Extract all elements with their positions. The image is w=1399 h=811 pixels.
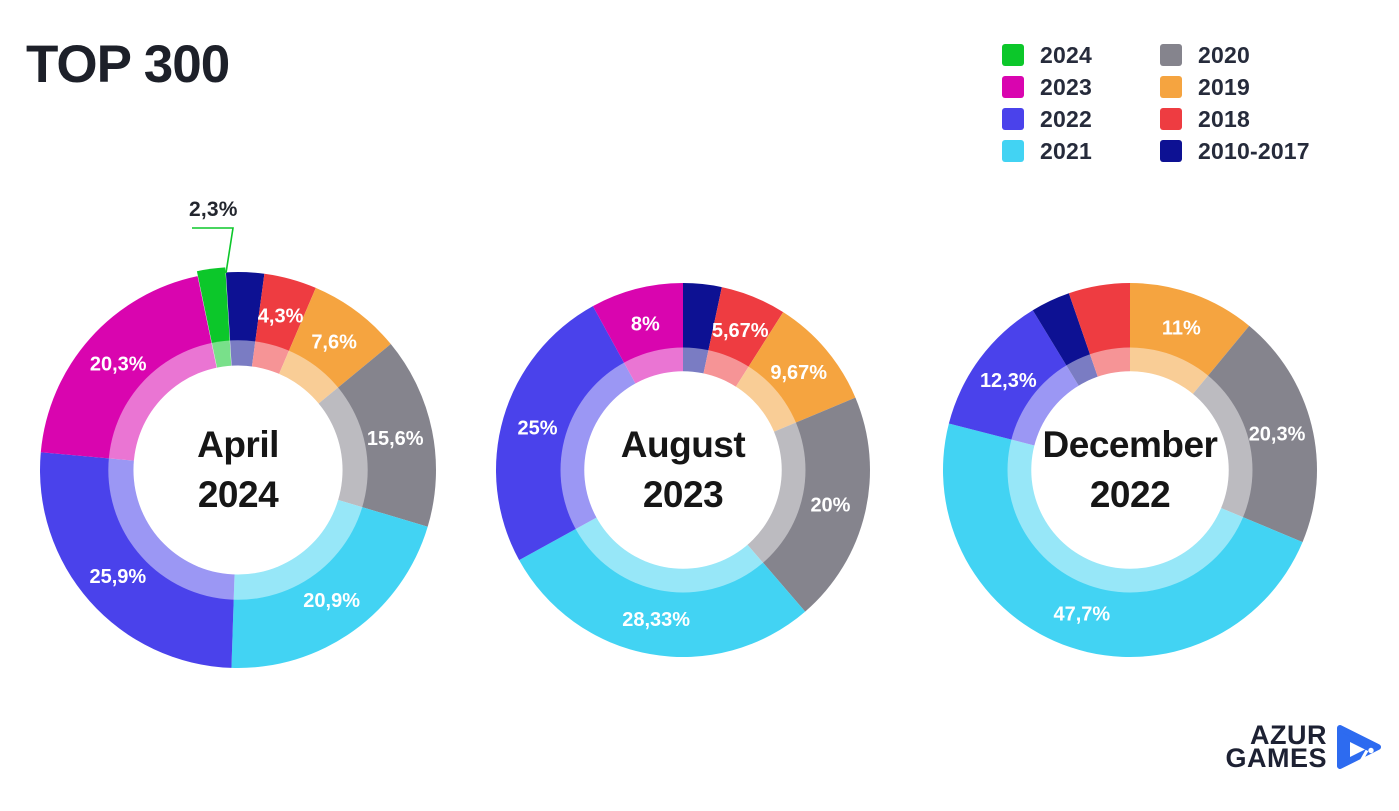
donut-hole	[1031, 371, 1229, 569]
logo-text: AZUR GAMES	[1225, 720, 1327, 773]
donut-hole	[133, 365, 343, 575]
legend-label: 2023	[1040, 74, 1092, 100]
slice-label: 4,3%	[258, 305, 304, 327]
legend-label: 2010-2017	[1198, 138, 1310, 164]
legend-label: 2024	[1040, 42, 1092, 68]
slice-label: 7,6%	[311, 332, 357, 354]
donut-april-2024: 4,3% 7,6% 15,6% 20,9% 25,9% 20,3%	[39, 267, 436, 668]
legend-item-2019: 2019	[1160, 74, 1310, 100]
legend-label: 2018	[1198, 106, 1250, 132]
logo-line-azur: AZUR	[1250, 720, 1327, 750]
slice-label: 20%	[810, 495, 850, 517]
donut-hole	[584, 371, 782, 569]
slice-label: 20,9%	[303, 590, 360, 612]
legend-label: 2020	[1198, 42, 1250, 68]
play-triangle-icon	[1337, 725, 1381, 769]
legend-swatch	[1002, 108, 1024, 130]
legend-swatch	[1002, 140, 1024, 162]
legend: 2024 2023 2022 2021 2020 2019 2018 2010-2017	[1002, 42, 1310, 164]
legend-label: 2022	[1040, 106, 1092, 132]
slice-label: 12,3%	[980, 370, 1037, 392]
legend-item-2021: 2021	[1002, 138, 1126, 164]
legend-item-2010-2017: 2010-2017	[1160, 138, 1310, 164]
legend-label: 2019	[1198, 74, 1250, 100]
legend-column: 2020 2019 2018 2010-2017	[1160, 42, 1310, 164]
slice-label: 20,3%	[90, 353, 147, 375]
donut-chart-april-2024: 4,3% 7,6% 15,6% 20,9% 25,9% 20,3% April 2024 …	[39, 198, 436, 668]
legend-item-2023: 2023	[1002, 74, 1126, 100]
slice-label: 20,3%	[1249, 424, 1306, 446]
legend-swatch	[1002, 44, 1024, 66]
callout-connector	[192, 227, 234, 274]
donut-chart-december-2022: 11% 20,3% 47,7% 12,3% December 2022	[943, 283, 1317, 657]
slice-label: 28,33%	[622, 609, 690, 631]
legend-label: 2021	[1040, 138, 1092, 164]
slice-label: 9,67%	[770, 362, 827, 384]
legend-swatch	[1160, 140, 1182, 162]
slice-label: 8%	[631, 313, 660, 335]
legend-item-2024: 2024	[1002, 42, 1126, 68]
slice-label: 5,67%	[712, 320, 769, 342]
legend-swatch	[1160, 76, 1182, 98]
donut-august-2023: 5,67%9,67% 20% 28,33% 25% 8%	[495, 283, 870, 657]
legend-column: 2024 2023 2022 2021	[1002, 42, 1126, 164]
donut-chart-august-2023: 5,67% 9,67% 20% 28,33% 25% 8% August 2023	[495, 283, 870, 657]
callout-label: 2,3%	[189, 198, 238, 221]
donut-december-2022: 11% 20,3% 47,7% 12,3%	[943, 283, 1317, 657]
legend-item-2018: 2018	[1160, 106, 1310, 132]
legend-swatch	[1160, 44, 1182, 66]
slice-label: 15,6%	[367, 428, 424, 450]
page-title: TOP 300	[26, 35, 230, 94]
slice-label: 11%	[1162, 317, 1201, 339]
legend-swatch	[1160, 108, 1182, 130]
callout-line	[192, 227, 234, 274]
azur-games-logo: AZUR GAMES	[1190, 716, 1382, 778]
slice-label: 47,7%	[1053, 604, 1110, 626]
legend-item-2020: 2020	[1160, 42, 1310, 68]
slice-2022	[495, 306, 683, 561]
logo-line-games: GAMES	[1225, 743, 1327, 773]
slice-label: 25,9%	[89, 566, 146, 588]
legend-item-2022: 2022	[1002, 106, 1126, 132]
legend-swatch	[1002, 76, 1024, 98]
slice-label: 25%	[518, 418, 558, 440]
